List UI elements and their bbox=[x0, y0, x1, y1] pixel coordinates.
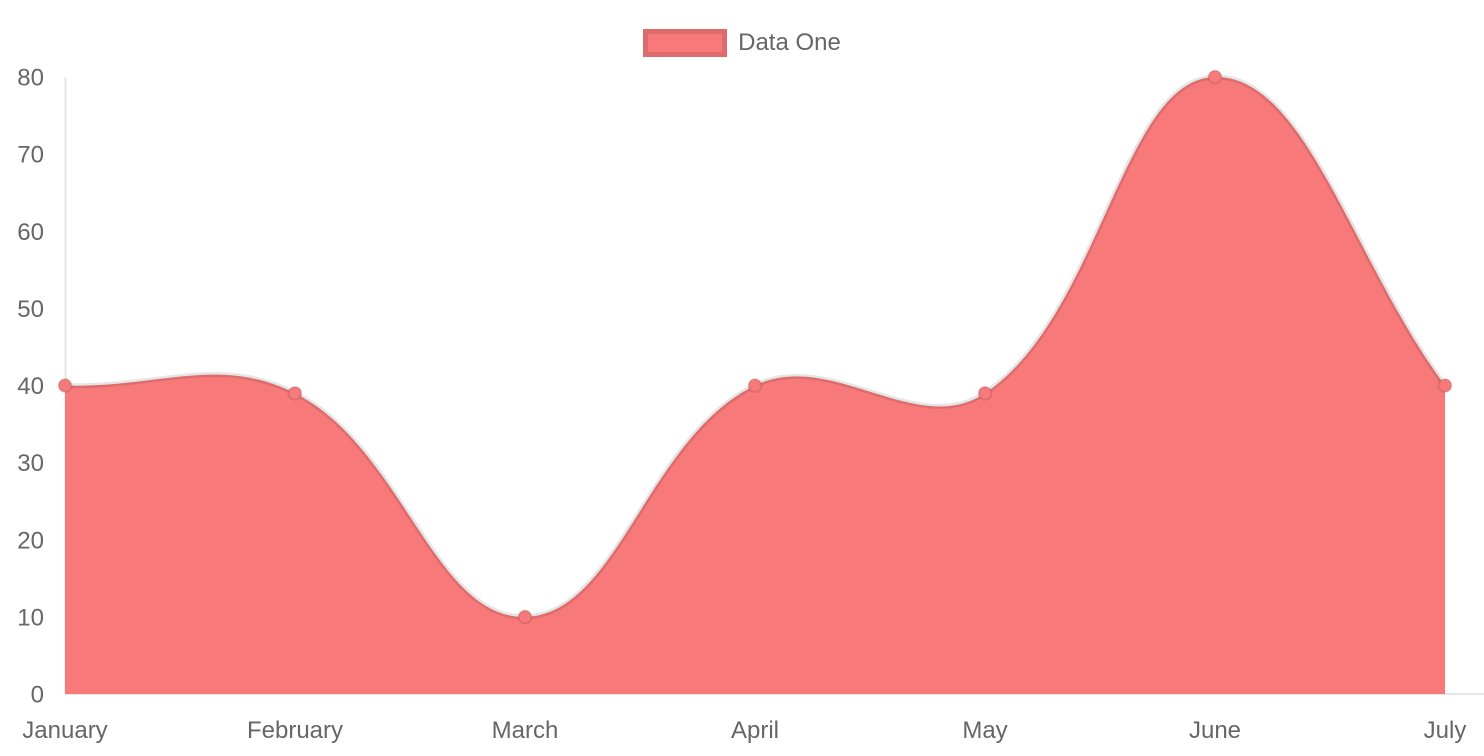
data-point[interactable] bbox=[517, 609, 533, 625]
data-line bbox=[62, 74, 1448, 620]
y-tick-label: 0 bbox=[31, 682, 44, 709]
y-tick-label: 20 bbox=[17, 527, 44, 554]
y-tick-label: 10 bbox=[17, 604, 44, 631]
legend-label: Data One bbox=[738, 29, 841, 56]
legend-swatch bbox=[643, 29, 728, 57]
x-tick-label: February bbox=[247, 717, 343, 744]
data-point[interactable] bbox=[287, 385, 303, 401]
legend-item-data-one[interactable]: Data One bbox=[643, 29, 841, 57]
x-tick-label: July bbox=[1424, 717, 1467, 744]
area-fill bbox=[65, 76, 1445, 694]
y-tick-label: 50 bbox=[17, 296, 44, 323]
x-tick-label: January bbox=[22, 717, 107, 744]
data-point[interactable] bbox=[747, 378, 763, 393]
y-tick-label: 30 bbox=[17, 450, 44, 477]
y-tick-label: 70 bbox=[17, 142, 44, 169]
y-tick-label: 80 bbox=[17, 65, 44, 92]
x-tick-label: May bbox=[962, 717, 1007, 744]
y-tick-label: 40 bbox=[17, 373, 44, 400]
y-tick-label: 60 bbox=[17, 219, 44, 246]
x-tick-label: March bbox=[492, 717, 559, 744]
data-point[interactable] bbox=[1207, 69, 1223, 85]
x-tick-label: April bbox=[731, 717, 779, 744]
data-point[interactable] bbox=[57, 378, 73, 393]
x-tick-label: June bbox=[1189, 717, 1241, 744]
data-point[interactable] bbox=[977, 385, 993, 401]
chart-legend: Data One bbox=[0, 29, 1484, 57]
data-point[interactable] bbox=[1437, 378, 1453, 393]
